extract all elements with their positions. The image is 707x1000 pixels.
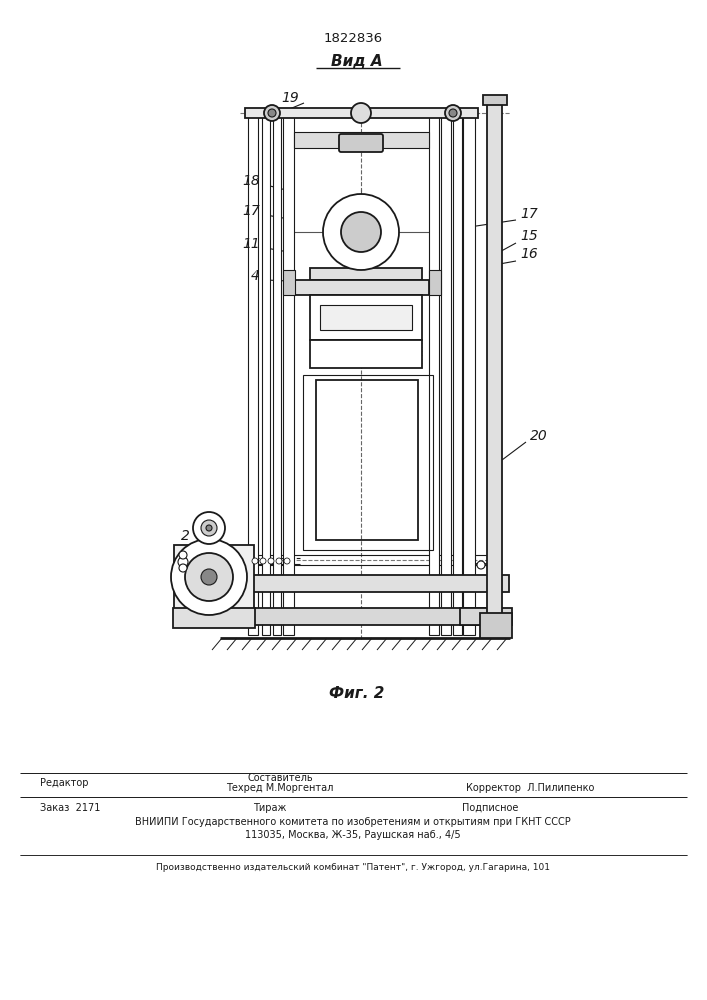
Bar: [283, 270, 295, 295]
Bar: [310, 340, 422, 368]
Bar: [248, 115, 258, 635]
Circle shape: [323, 194, 399, 270]
Text: Тираж: Тираж: [253, 803, 286, 813]
Circle shape: [252, 558, 258, 564]
Circle shape: [276, 558, 282, 564]
Text: 1822836: 1822836: [323, 31, 382, 44]
Bar: [273, 115, 281, 635]
Bar: [441, 115, 451, 635]
FancyBboxPatch shape: [339, 134, 383, 152]
Bar: [245, 108, 478, 118]
Text: 113035, Москва, Ж-35, Раушская наб., 4/5: 113035, Москва, Ж-35, Раушская наб., 4/5: [245, 830, 461, 840]
Circle shape: [351, 103, 371, 123]
Text: Заказ  2171: Заказ 2171: [40, 803, 100, 813]
Circle shape: [264, 105, 280, 121]
Text: Составитель: Составитель: [247, 773, 312, 783]
Circle shape: [445, 105, 461, 121]
Circle shape: [193, 512, 225, 544]
Bar: [316, 380, 418, 540]
Text: Вид А: Вид А: [331, 54, 382, 70]
Bar: [429, 115, 439, 635]
Bar: [320, 305, 412, 330]
Circle shape: [268, 558, 274, 564]
Text: 2: 2: [181, 529, 190, 543]
Text: 19: 19: [281, 91, 299, 105]
Bar: [249, 575, 509, 592]
Circle shape: [201, 569, 217, 585]
Circle shape: [185, 553, 233, 601]
Text: Подписное: Подписное: [462, 803, 518, 813]
Bar: [463, 115, 475, 635]
Text: 11: 11: [243, 237, 260, 251]
Bar: [174, 545, 254, 610]
Bar: [460, 608, 500, 625]
Circle shape: [268, 109, 276, 117]
Text: 4: 4: [251, 269, 260, 283]
Text: Фиг. 2: Фиг. 2: [329, 686, 385, 700]
Circle shape: [284, 558, 290, 564]
Text: Корректор  Л.Пилипенко: Корректор Л.Пилипенко: [466, 783, 594, 793]
Bar: [262, 115, 270, 635]
Text: 17: 17: [243, 204, 260, 218]
Bar: [173, 608, 255, 628]
Circle shape: [178, 557, 188, 567]
Bar: [453, 115, 462, 635]
Bar: [310, 295, 422, 340]
Text: 17: 17: [520, 207, 538, 221]
Circle shape: [449, 109, 457, 117]
Circle shape: [201, 520, 217, 536]
Bar: [480, 613, 512, 638]
Bar: [294, 132, 429, 148]
Text: 16: 16: [520, 247, 538, 261]
Bar: [429, 270, 441, 295]
Circle shape: [206, 525, 212, 531]
Bar: [310, 268, 422, 280]
Text: ВНИИПИ Государственного комитета по изобретениям и открытиям при ГКНТ СССР: ВНИИПИ Государственного комитета по изоб…: [135, 817, 571, 827]
Bar: [294, 280, 429, 295]
Bar: [303, 375, 433, 550]
Text: 18: 18: [243, 174, 260, 188]
Bar: [283, 115, 294, 635]
Bar: [227, 608, 512, 625]
Text: 20: 20: [530, 429, 548, 443]
Circle shape: [260, 558, 266, 564]
Circle shape: [477, 561, 485, 569]
Circle shape: [179, 551, 187, 559]
Bar: [483, 95, 507, 105]
Text: Редактор: Редактор: [40, 778, 88, 788]
Circle shape: [341, 212, 381, 252]
Circle shape: [179, 564, 187, 572]
Bar: [487, 100, 502, 635]
Text: Техред М.Моргентал: Техред М.Моргентал: [226, 783, 334, 793]
Text: Производственно издательский комбинат "Патент", г. Ужгород, ул.Гагарина, 101: Производственно издательский комбинат "П…: [156, 863, 550, 872]
Circle shape: [171, 539, 247, 615]
Text: 15: 15: [520, 229, 538, 243]
